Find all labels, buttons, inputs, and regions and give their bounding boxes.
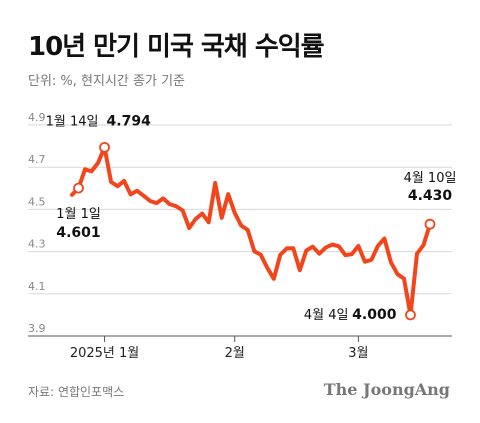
annotation-value: 4.000: [352, 307, 397, 323]
y-tick-label: 4.9: [28, 111, 46, 124]
annotation-date: 4월 4일: [304, 308, 349, 323]
y-tick-label: 4.5: [28, 195, 46, 208]
x-tick-label: 3월: [348, 346, 368, 361]
annotation-marker: [99, 141, 110, 153]
annotation-date: 1월 14일: [46, 114, 99, 129]
annotation-value: 4.794: [107, 113, 152, 129]
chart-title: 10년 만기 미국 국채 수익률: [28, 32, 325, 62]
brand-logo: The JoongAng: [323, 380, 450, 399]
annotation-marker: [424, 218, 436, 230]
y-tick-label: 4.3: [28, 238, 46, 251]
annotation-value: 4.430: [408, 188, 453, 204]
x-tick-label: 2월: [225, 346, 245, 361]
annotation-date: 1월 1일: [56, 207, 101, 222]
annotation-marker: [73, 182, 84, 194]
annotation-date: 4월 10일: [404, 171, 457, 186]
x-tick-label: 2025년 1월: [70, 346, 139, 361]
annotation-marker: [405, 309, 416, 321]
yield-series-line: [70, 145, 432, 317]
chart-subtitle: 단위: %, 현지시간 종가 기준: [28, 74, 185, 89]
annotation-value: 4.601: [56, 225, 100, 241]
y-tick-label: 4.7: [28, 153, 46, 166]
y-tick-label: 3.9: [28, 322, 46, 335]
y-tick-label: 4.1: [28, 280, 46, 293]
source-note: 자료: 연합인포맥스: [28, 385, 125, 399]
